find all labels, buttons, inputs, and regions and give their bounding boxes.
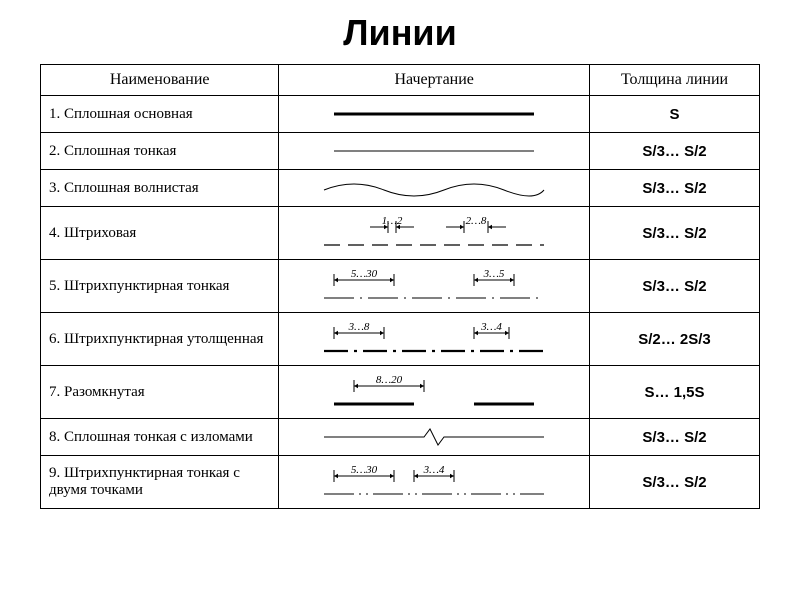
- table-row: 9. Штрихпунктирная тонкая с двумя точкам…: [41, 456, 760, 509]
- line-drawing: [279, 133, 590, 170]
- line-name: 5. Штрихпунктирная тонкая: [41, 260, 279, 313]
- table-row: 5. Штрихпунктирная тонкая 5…30 3…5 S/3… …: [41, 260, 760, 313]
- line-thickness: S… 1,5S: [590, 366, 760, 419]
- table-row: 3. Сплошная волнистая S/3… S/2: [41, 170, 760, 207]
- table-row: 1. Сплошная основная S: [41, 96, 760, 133]
- line-thickness: S/3… S/2: [590, 456, 760, 509]
- line-thickness: S/3… S/2: [590, 170, 760, 207]
- header-row: Наименование Начертание Толщина линии: [41, 65, 760, 96]
- line-drawing: [279, 419, 590, 456]
- line-drawing: 1…2 2…8: [279, 207, 590, 260]
- line-drawing: 3…8 3…4: [279, 313, 590, 366]
- page-title: Линии: [0, 12, 800, 54]
- svg-text:1…2: 1…2: [382, 215, 403, 227]
- line-thickness: S: [590, 96, 760, 133]
- line-name: 6. Штрихпунктирная утолщенная: [41, 313, 279, 366]
- line-drawing: 5…30 3…5: [279, 260, 590, 313]
- table-row: 4. Штриховая 1…2 2…8 S/3… S/2: [41, 207, 760, 260]
- svg-text:8…20: 8…20: [376, 374, 403, 386]
- line-thickness: S/2… 2S/3: [590, 313, 760, 366]
- svg-text:3…4: 3…4: [423, 464, 445, 476]
- line-thickness: S/3… S/2: [590, 207, 760, 260]
- line-name: 2. Сплошная тонкая: [41, 133, 279, 170]
- svg-text:3…4: 3…4: [480, 321, 502, 333]
- line-thickness: S/3… S/2: [590, 419, 760, 456]
- line-name: 3. Сплошная волнистая: [41, 170, 279, 207]
- svg-text:5…30: 5…30: [351, 268, 378, 280]
- table-row: 2. Сплошная тонкая S/3… S/2: [41, 133, 760, 170]
- line-drawing: [279, 170, 590, 207]
- table-row: 7. Разомкнутая 8…20 S… 1,5S: [41, 366, 760, 419]
- table-row: 8. Сплошная тонкая с изломами S/3… S/2: [41, 419, 760, 456]
- svg-text:2…8: 2…8: [466, 215, 487, 227]
- line-drawing: [279, 96, 590, 133]
- header-name: Наименование: [41, 65, 279, 96]
- header-drawing: Начертание: [279, 65, 590, 96]
- table-row: 6. Штрихпунктирная утолщенная 3…8 3…4 S/…: [41, 313, 760, 366]
- line-drawing: 5…30 3…4: [279, 456, 590, 509]
- line-name: 9. Штрихпунктирная тонкая с двумя точкам…: [41, 456, 279, 509]
- line-name: 1. Сплошная основная: [41, 96, 279, 133]
- line-name: 4. Штриховая: [41, 207, 279, 260]
- svg-text:3…8: 3…8: [348, 321, 370, 333]
- line-thickness: S/3… S/2: [590, 260, 760, 313]
- header-thickness: Толщина линии: [590, 65, 760, 96]
- line-name: 7. Разомкнутая: [41, 366, 279, 419]
- lines-table: Наименование Начертание Толщина линии 1.…: [40, 64, 760, 509]
- line-thickness: S/3… S/2: [590, 133, 760, 170]
- line-drawing: 8…20: [279, 366, 590, 419]
- line-name: 8. Сплошная тонкая с изломами: [41, 419, 279, 456]
- svg-text:5…30: 5…30: [351, 464, 378, 476]
- svg-text:3…5: 3…5: [483, 268, 505, 280]
